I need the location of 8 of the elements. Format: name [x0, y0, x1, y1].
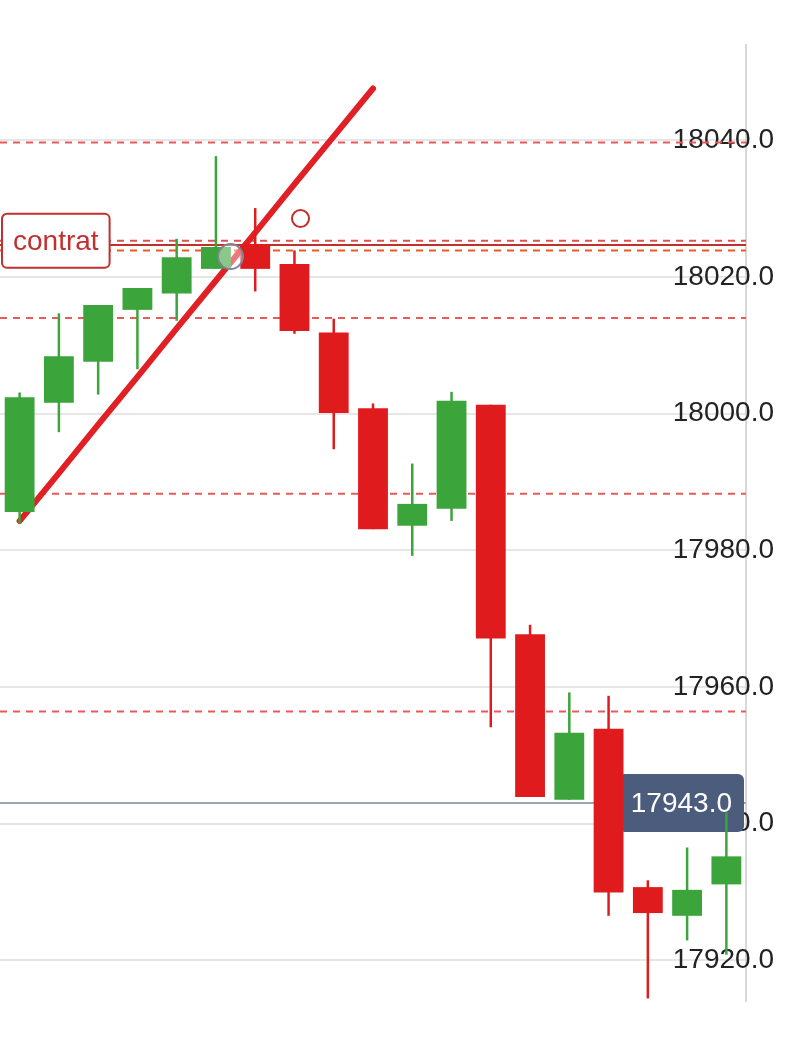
y-tick-label: 18000.0	[672, 396, 774, 428]
y-tick-label: 17980.0	[672, 533, 774, 565]
annotation: contrat	[13, 224, 99, 256]
y-tick-label: 17960.0	[672, 669, 774, 701]
y-tick-label: 18040.0	[672, 123, 774, 155]
y-tick-label: 18020.0	[672, 259, 774, 291]
y-tick-label: 17920.0	[672, 942, 774, 974]
ref-line-label: 17943.0	[630, 786, 732, 818]
